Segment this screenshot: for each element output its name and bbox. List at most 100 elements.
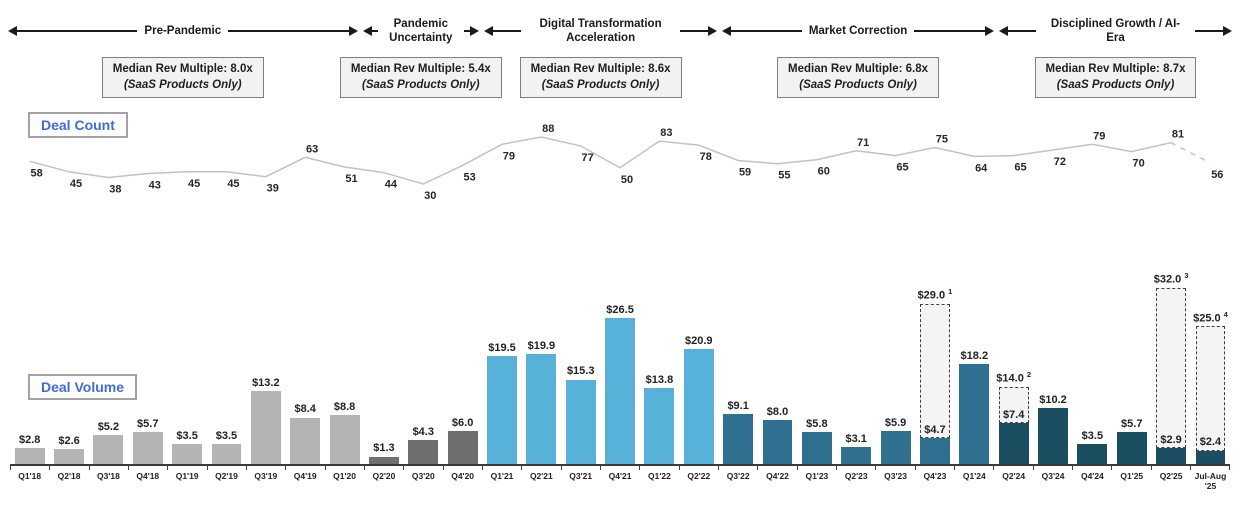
- median-multiple-box: Median Rev Multiple: 8.7x (SaaS Products …: [1034, 57, 1197, 99]
- volume-value-label: $20.9: [685, 334, 713, 347]
- x-axis-label: Q1'19: [175, 470, 199, 481]
- axis-tick: [678, 465, 718, 470]
- median-multiple-box: Median Rev Multiple: 5.4x (SaaS Products …: [339, 57, 502, 99]
- median-multiple-subtitle: (SaaS Products Only): [799, 78, 917, 91]
- x-axis-ticks: [10, 465, 1231, 470]
- median-multiple-subtitle: (SaaS Products Only): [1056, 78, 1175, 91]
- era-section: Pre-Pandemic Median Rev Multiple: 8.0x (Sa…: [8, 12, 358, 99]
- volume-value-label: $8.0: [766, 405, 789, 418]
- median-multiple-subtitle: (SaaS Products Only): [123, 78, 242, 91]
- deal-count-value-label: 38: [109, 184, 121, 196]
- bar-slot: $15.3: [561, 252, 600, 464]
- volume-bar: [408, 440, 439, 464]
- x-axis-label: Q3'21: [569, 470, 593, 481]
- volume-value-label: $5.8: [806, 417, 828, 430]
- arrowhead-right-icon: [1223, 26, 1232, 36]
- axis-tick: [835, 465, 875, 470]
- volume-bar: [1156, 447, 1187, 464]
- expected-volume-label: $14.0 2: [996, 370, 1032, 385]
- x-axis-label: Q3'19: [254, 470, 278, 481]
- deal-count-value-label: 75: [936, 134, 948, 146]
- axis-tick: [10, 465, 49, 470]
- volume-bar: [998, 423, 1029, 464]
- median-multiple-value: Median Rev Multiple: 8.6x: [530, 63, 671, 75]
- deal-count-value-label: 64: [975, 162, 988, 174]
- deal-count-value-label: 63: [306, 143, 318, 155]
- axis-tick: [993, 465, 1032, 470]
- deal-count-value-label: 45: [70, 178, 82, 190]
- deal-count-value-label: 45: [188, 178, 200, 190]
- axis-tick: [1189, 465, 1231, 470]
- bar-slot: $9.1: [718, 252, 757, 464]
- deal-count-legend-label: Deal Count: [41, 117, 115, 133]
- era-band: Pre-Pandemic Median Rev Multiple: 8.0x (Sa…: [8, 12, 1232, 99]
- era-section: Disciplined Growth / AI-Era Median Rev Mu…: [998, 12, 1232, 99]
- bar-slot: $8.0: [758, 252, 797, 464]
- expected-volume-label: $25.0 4: [1193, 309, 1228, 325]
- x-axis-label: Q1'20: [333, 470, 356, 481]
- era-range-arrow: Disciplined Growth / AI-Era: [998, 12, 1232, 50]
- arrowhead-right-icon: [348, 26, 358, 36]
- deal-volume-legend-label: Deal Volume: [41, 379, 124, 395]
- volume-bar: [290, 417, 321, 464]
- axis-tick: [481, 465, 521, 470]
- volume-bar: [1038, 407, 1068, 464]
- volume-bar: [132, 432, 163, 464]
- axis-tick: [796, 465, 836, 470]
- axis-tick: [285, 465, 324, 470]
- volume-value-label: $6.0: [451, 416, 474, 429]
- volume-bar: [93, 435, 124, 464]
- volume-value-label: $2.8: [18, 434, 41, 447]
- volume-value-label: $1.3: [373, 442, 395, 455]
- volume-value-label: $9.1: [727, 399, 749, 412]
- axis-tick: [757, 465, 796, 470]
- bar-slot: $3.5: [207, 252, 246, 464]
- bar-plot-area: $2.8 $2.6 $5.2 $5.7 $3.5 $3.5 $13.2 $8.4 $8.8 $1.…: [10, 252, 1230, 466]
- bar-slot: $26.5: [600, 252, 639, 464]
- bar-slot: $3.5: [167, 252, 206, 464]
- volume-value-label: $4.3: [412, 426, 434, 439]
- deal-count-value-label: 50: [621, 174, 633, 186]
- deal-count-value-label: 39: [267, 183, 279, 195]
- arrowhead-left-icon: [8, 26, 17, 36]
- x-axis-label: Q2'23: [844, 470, 868, 481]
- era-range-arrow: Pandemic Uncertainty: [362, 12, 480, 50]
- volume-bar: [959, 363, 990, 464]
- volume-value-label: $5.7: [137, 418, 159, 431]
- axis-tick: [717, 465, 757, 470]
- expected-volume-label: $32.0 3: [1153, 271, 1189, 286]
- bar-slot: $19.5: [482, 252, 521, 464]
- x-axis-label: Q4'18: [136, 470, 160, 481]
- x-axis-label: Q3'24: [1041, 470, 1065, 481]
- x-axis-label: Q2'18: [57, 470, 81, 481]
- volume-value-label: $3.5: [215, 430, 238, 443]
- deal-count-value-label: 43: [149, 179, 161, 191]
- axis-tick: [875, 465, 914, 470]
- volume-bar: [54, 449, 84, 464]
- deal-count-value-label: 65: [896, 162, 908, 174]
- x-axis-label: Q4'21: [608, 470, 632, 481]
- expected-volume-label: $29.0 1: [917, 287, 953, 303]
- volume-bar: [841, 446, 872, 464]
- volume-value-label: $15.3: [566, 365, 595, 378]
- volume-value-label: $13.2: [252, 377, 280, 390]
- arrowhead-left-icon: [722, 26, 732, 36]
- bar-slot: $8.4: [286, 252, 325, 464]
- x-axis-label: Q1'22: [648, 470, 671, 481]
- volume-bar: [1195, 450, 1226, 464]
- volume-bar: [329, 415, 360, 464]
- median-multiple-value: Median Rev Multiple: 5.4x: [350, 63, 491, 75]
- axis-tick: [245, 465, 285, 470]
- volume-value-label: $8.4: [294, 403, 316, 416]
- volume-bar: [565, 379, 596, 464]
- deal-count-value-label: 81: [1172, 129, 1184, 141]
- volume-value-label: $26.5: [606, 303, 634, 316]
- x-axis-label: Q4'22: [766, 470, 789, 481]
- volume-value-label: $8.8: [333, 401, 356, 414]
- x-axis-label: Jul-Aug '25: [1194, 470, 1227, 492]
- x-axis-label: Q1'24: [962, 470, 986, 481]
- median-multiple-value: Median Rev Multiple: 8.7x: [1045, 63, 1186, 75]
- volume-value-label: $10.2: [1039, 393, 1067, 406]
- x-axis-label: Q1'23: [805, 470, 829, 481]
- era-label: Market Correction: [808, 24, 908, 37]
